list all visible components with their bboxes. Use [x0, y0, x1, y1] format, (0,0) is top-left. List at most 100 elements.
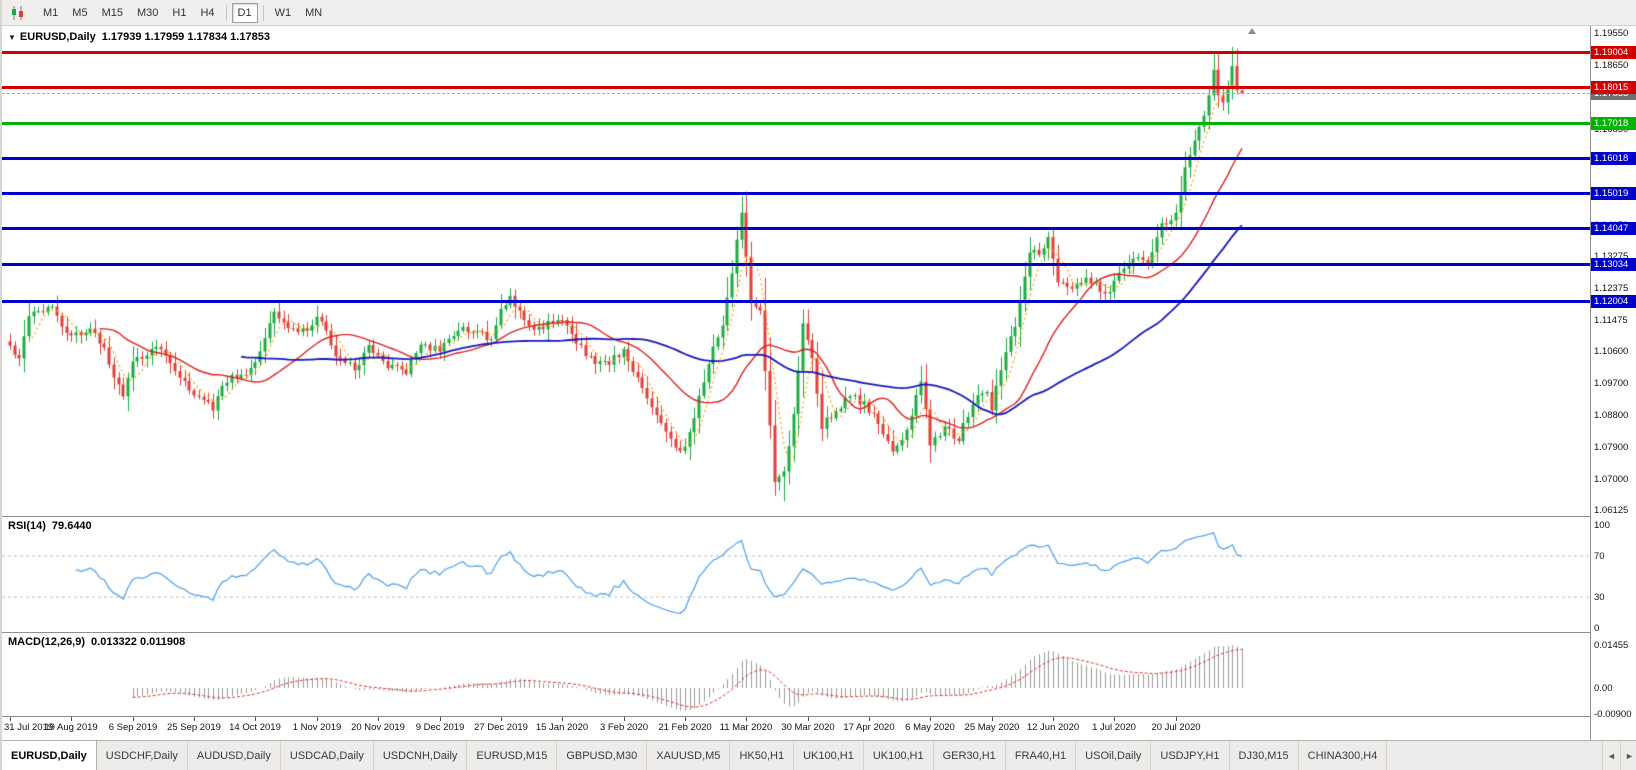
- tab-hk50-h1[interactable]: HK50,H1: [730, 741, 795, 770]
- date-label-17-apr-2020: 17 Apr 2020: [843, 722, 895, 733]
- date-tick: [869, 717, 870, 721]
- tab-xauusd-m5[interactable]: XAUUSD,M5: [647, 741, 731, 770]
- price-badge-1.13034: 1.13034: [1591, 257, 1636, 271]
- macd-axis-0.00: 0.00: [1594, 683, 1613, 694]
- tab-usdchf-daily[interactable]: USDCHF,Daily: [97, 741, 188, 770]
- hline-1.12004[interactable]: [2, 299, 1590, 303]
- date-label-1-nov-2019: 1 Nov 2019: [292, 722, 342, 733]
- hline-1.18015[interactable]: [2, 86, 1590, 90]
- date-label-1-jul-2020: 1 Jul 2020: [1092, 722, 1136, 733]
- price-tick-1.07000: 1.07000: [1594, 473, 1629, 485]
- date-tick: [501, 717, 502, 721]
- price-tick-1.08800: 1.08800: [1594, 409, 1629, 421]
- price-chart-canvas[interactable]: [2, 26, 1590, 516]
- date-tick: [1053, 717, 1054, 721]
- panel-separator-dates: [2, 716, 1636, 717]
- macd-axis-0.01455: 0.01455: [1594, 640, 1629, 651]
- price-tick-1.12375: 1.12375: [1594, 282, 1629, 294]
- date-tick: [746, 717, 747, 721]
- chart-type-icon[interactable]: [8, 4, 28, 22]
- tab-china300-h4[interactable]: CHINA300,H4: [1299, 741, 1388, 770]
- tab-usdcnh-daily[interactable]: USDCNH,Daily: [374, 741, 468, 770]
- price-tick-1.11475: 1.11475: [1594, 314, 1628, 326]
- macd-indicator-canvas[interactable]: [2, 633, 1590, 716]
- date-tick: [624, 717, 625, 721]
- timeframe-button-d1[interactable]: D1: [231, 2, 258, 23]
- price-tick-1.18650: 1.18650: [1594, 60, 1629, 72]
- tab-usdcad-daily[interactable]: USDCAD,Daily: [281, 741, 374, 770]
- tab-usdjpy-h1[interactable]: USDJPY,H1: [1151, 741, 1230, 770]
- hline-1.15019[interactable]: [2, 192, 1590, 196]
- price-axis-column[interactable]: 1.195501.186501.177501.168501.159501.150…: [1590, 26, 1636, 740]
- date-label-25-sep-2019: 25 Sep 2019: [167, 722, 221, 733]
- chart-ohlc-values: 1.17939 1.17959 1.17834 1.17853: [101, 31, 270, 43]
- panel-separator-macd[interactable]: [2, 632, 1636, 633]
- timeframe-button-m5[interactable]: M5: [72, 6, 88, 19]
- date-axis[interactable]: 31 Jul 2019 19 Aug 2019 6 Sep 2019 25 Sep 2…: [2, 717, 1590, 740]
- macd-name-label: MACD(12,26,9): [8, 636, 86, 648]
- rsi-name-label: RSI(14): [8, 520, 46, 532]
- date-tick: [194, 717, 195, 721]
- tab-scroll-right-icon[interactable]: ►: [1620, 741, 1636, 770]
- date-tick: [317, 717, 318, 721]
- timeframe-button-h4[interactable]: H4: [200, 6, 215, 19]
- tab-fra40-h1[interactable]: FRA40,H1: [1006, 741, 1077, 770]
- tab-eurusd-m15[interactable]: EURUSD,M15: [467, 741, 558, 770]
- chart-tabbar: EURUSD,Daily USDCHF,Daily AUDUSD,Daily USDC…: [2, 740, 1636, 770]
- tab-audusd-daily[interactable]: AUDUSD,Daily: [188, 741, 281, 770]
- hline-1.13034[interactable]: [2, 262, 1590, 266]
- rsi-level-0: 0: [1594, 623, 1600, 634]
- date-tick: [1114, 717, 1115, 721]
- date-label-25-may-2020: 25 May 2020: [964, 722, 1020, 733]
- date-label-20-nov-2019: 20 Nov 2019: [351, 722, 405, 733]
- timeframe-button-mn[interactable]: MN: [305, 6, 323, 19]
- bid-price-line: [2, 93, 1590, 95]
- chart-symbol-label: EURUSD,Daily: [19, 31, 96, 43]
- date-tick: [930, 717, 931, 721]
- hline-1.16018[interactable]: [2, 157, 1590, 160]
- hline-1.14047[interactable]: [2, 226, 1590, 230]
- hline-1.17018[interactable]: [2, 121, 1590, 125]
- price-badge-1.12004: 1.12004: [1591, 294, 1636, 308]
- chart-dropdown-icon[interactable]: ▼: [8, 33, 16, 42]
- timeframe-button-h1[interactable]: H1: [172, 6, 187, 19]
- rsi-indicator-canvas[interactable]: [2, 517, 1590, 632]
- date-label-30-mar-2020: 30 Mar 2020: [781, 722, 835, 733]
- date-tick: [440, 717, 441, 721]
- panel-separator-rsi[interactable]: [2, 516, 1636, 517]
- timeframe-button-m15[interactable]: M15: [101, 6, 123, 19]
- tab-usoil-daily[interactable]: USOil,Daily: [1076, 741, 1152, 770]
- tab-ger30-h1[interactable]: GER30,H1: [934, 741, 1006, 770]
- timeframe-button-m30[interactable]: M30: [136, 6, 159, 19]
- tab-uk100-h1[interactable]: UK100,H1: [794, 741, 864, 770]
- date-label-27-dec-2019: 27 Dec 2019: [474, 722, 528, 733]
- date-label-9-dec-2019: 9 Dec 2019: [415, 722, 465, 733]
- rsi-level-30: 30: [1594, 592, 1605, 604]
- date-label-6-sep-2019: 6 Sep 2019: [108, 722, 158, 733]
- tab-eurusd-daily[interactable]: EURUSD,Daily: [2, 741, 97, 770]
- date-label-14-oct-2019: 14 Oct 2019: [229, 722, 281, 733]
- price-badge-1.17018: 1.17018: [1591, 116, 1636, 130]
- macd-axis--0.00900: -0.00900: [1594, 709, 1632, 720]
- price-badge-1.16018: 1.16018: [1591, 152, 1636, 165]
- tab-gbpusd-m30[interactable]: GBPUSD,M30: [557, 741, 648, 770]
- timeframe-button-m1[interactable]: M1: [43, 6, 59, 19]
- price-tick-1.06125: 1.06125: [1594, 504, 1629, 516]
- date-label-12-jun-2020: 12 Jun 2020: [1026, 722, 1080, 733]
- date-label-31-jul-2019: 31 Jul 2019: [4, 722, 54, 733]
- date-tick: [10, 717, 11, 721]
- chart-shift-marker-icon: [1248, 28, 1256, 34]
- price-tick-1.10600: 1.10600: [1594, 345, 1629, 357]
- tab-scroll-left-icon[interactable]: ◄: [1602, 741, 1620, 770]
- hline-1.19004[interactable]: [2, 50, 1590, 54]
- date-tick: [378, 717, 379, 721]
- rsi-level-100: 100: [1594, 520, 1610, 531]
- price-badge-1.14047: 1.14047: [1591, 221, 1636, 235]
- date-label-20-jul-2020: 20 Jul 2020: [1151, 722, 1201, 733]
- tab-uk100-h1[interactable]: UK100,H1: [864, 741, 934, 770]
- date-label-15-jan-2020: 15 Jan 2020: [535, 722, 589, 733]
- timeframe-button-w1[interactable]: W1: [274, 6, 292, 19]
- macd-values: 0.013322 0.011908: [91, 636, 186, 648]
- tab-dj30-m15[interactable]: DJ30,M15: [1230, 741, 1299, 770]
